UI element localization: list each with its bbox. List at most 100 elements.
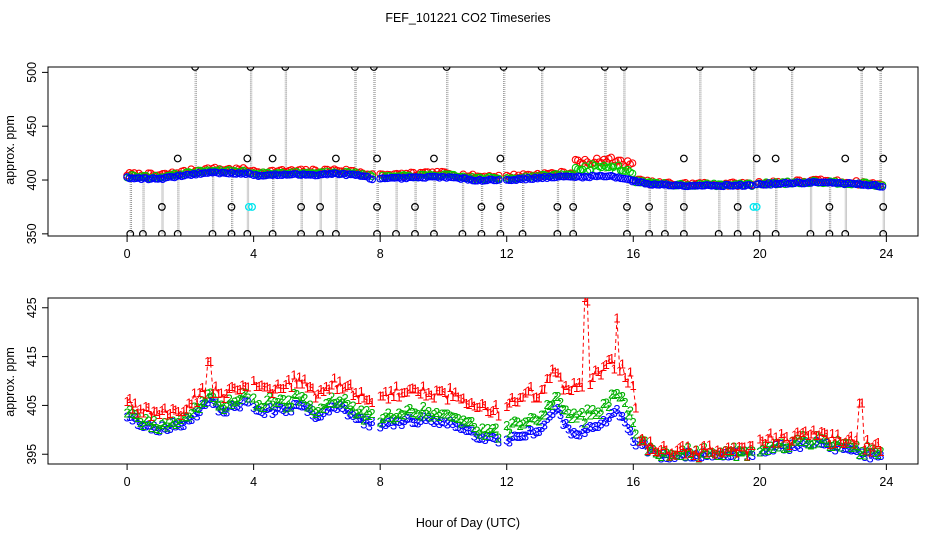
series-2-marker: 2 <box>339 395 346 410</box>
series-2-marker: 2 <box>242 386 249 401</box>
series-2-marker: 2 <box>255 397 262 412</box>
series-3-marker: 3 <box>306 401 313 416</box>
series-3-marker: 3 <box>398 417 405 432</box>
series-3-marker: 3 <box>864 445 871 460</box>
series-3-marker: 3 <box>791 439 798 454</box>
series-3-marker: 3 <box>517 429 524 444</box>
calibration-point <box>879 229 888 236</box>
series-3-marker: 3 <box>465 423 472 438</box>
series-1-marker: 1 <box>786 438 793 453</box>
series-3-marker: 3 <box>406 411 413 426</box>
series-1-marker: 1 <box>764 431 771 446</box>
series-3-marker: 3 <box>129 413 136 428</box>
ch3-point <box>290 170 298 178</box>
series-2-marker: 2 <box>132 407 139 422</box>
calibration-point <box>749 67 758 71</box>
series-2-marker: 2 <box>481 428 488 443</box>
series-1-marker: 1 <box>269 386 276 401</box>
series-2-marker: 2 <box>457 416 464 431</box>
series-1-marker: 1 <box>535 391 542 406</box>
series-1-marker: 1 <box>366 392 373 407</box>
series-3-marker: 3 <box>199 397 206 412</box>
series-3-marker: 3 <box>428 413 435 428</box>
series-1-marker: 1 <box>783 429 790 444</box>
series-2-marker: 2 <box>231 394 238 409</box>
series-2-marker: 2 <box>368 406 375 421</box>
ch3-point <box>339 169 348 178</box>
series-1-marker: 1 <box>487 405 494 420</box>
series-2-marker: 2 <box>840 436 847 451</box>
series-2-marker: 2 <box>527 410 534 425</box>
series-3-marker: 3 <box>581 425 588 440</box>
series-1-line <box>759 402 882 454</box>
ch3-point <box>738 182 747 190</box>
calibration-point <box>518 229 527 236</box>
ch3-point <box>721 180 730 189</box>
series-1-marker: 1 <box>597 367 604 382</box>
series-3-marker: 3 <box>495 435 502 450</box>
calibration-point <box>430 154 438 163</box>
series-2-marker: 2 <box>682 449 689 464</box>
series-1-marker: 1 <box>727 443 734 458</box>
series-1-marker: 1 <box>312 390 319 405</box>
calibration-point <box>771 229 780 236</box>
series-2-marker: 2 <box>573 411 580 426</box>
series-1-marker: 1 <box>403 385 410 400</box>
series-2-marker: 2 <box>441 406 448 421</box>
top-y-tick-label: 350 <box>25 223 39 244</box>
series-1-marker: 1 <box>490 403 497 418</box>
calibration-point <box>316 203 324 211</box>
series-1-marker: 1 <box>802 423 809 438</box>
series-2-marker: 2 <box>398 407 405 422</box>
bottom-x-tick-label: 12 <box>500 475 514 489</box>
series-2-marker: 2 <box>543 397 550 412</box>
series-3-marker: 3 <box>207 391 214 406</box>
series-2-marker: 2 <box>684 440 691 455</box>
series-1-marker: 1 <box>660 438 667 453</box>
flagged-point <box>752 202 761 211</box>
series-3-marker: 3 <box>690 450 697 465</box>
series-1-marker: 1 <box>767 426 774 441</box>
series-3-marker: 3 <box>823 436 830 451</box>
series-1-marker: 1 <box>657 442 664 457</box>
series-2-marker: 2 <box>320 401 327 416</box>
calibration-point <box>139 229 147 236</box>
series-1-marker: 1 <box>164 407 171 422</box>
series-1-marker: 1 <box>557 370 564 385</box>
series-1-marker: 1 <box>290 367 297 382</box>
series-2-marker: 2 <box>180 410 187 425</box>
series-3-marker: 3 <box>422 412 429 427</box>
bottom-x-tick-label: 8 <box>377 475 384 489</box>
series-3-marker: 3 <box>153 423 160 438</box>
series-2-marker: 2 <box>430 407 437 422</box>
series-2-marker: 2 <box>134 410 141 425</box>
series-1-marker: 1 <box>592 363 599 378</box>
series-1-marker: 1 <box>368 395 375 410</box>
calibration-point <box>569 203 578 211</box>
series-1-marker: 1 <box>541 381 548 396</box>
bottom-x-tick-label: 16 <box>626 475 640 489</box>
series-3-marker: 3 <box>538 420 545 435</box>
series-3-marker: 3 <box>169 415 176 430</box>
calibration-point <box>243 154 252 163</box>
series-3-marker: 3 <box>430 415 437 430</box>
series-1-marker: 1 <box>484 404 491 419</box>
ch3-point <box>698 181 706 190</box>
calibration-point <box>157 229 166 236</box>
series-1-marker: 1 <box>132 395 139 410</box>
series-3-marker: 3 <box>621 415 628 430</box>
series-3-marker: 3 <box>223 404 230 419</box>
series-2-marker: 2 <box>666 449 673 464</box>
series-3-line <box>253 403 373 427</box>
series-2-marker: 2 <box>169 414 176 429</box>
series-3-marker: 3 <box>336 398 343 413</box>
series-1-marker: 1 <box>148 409 155 424</box>
series-3-marker: 3 <box>444 417 451 432</box>
series-2-marker: 2 <box>788 434 795 449</box>
series-2-marker: 2 <box>487 425 494 440</box>
calibration-point <box>369 67 378 71</box>
series-1-marker: 1 <box>842 435 849 450</box>
series-1-marker: 1 <box>503 399 510 414</box>
series-3-marker: 3 <box>172 419 179 434</box>
series-3-line <box>759 439 881 460</box>
